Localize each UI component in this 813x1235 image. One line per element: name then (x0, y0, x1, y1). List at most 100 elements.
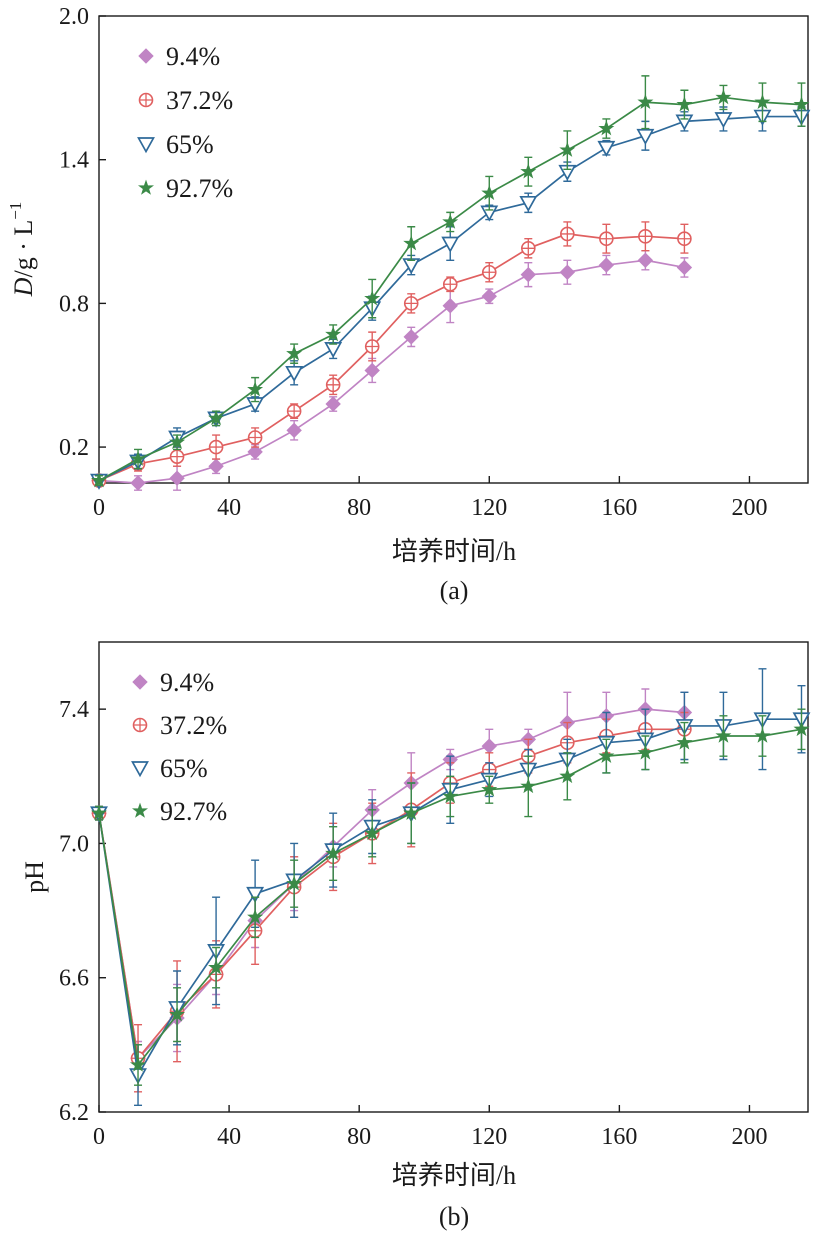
legend-item: 65% (137, 130, 214, 159)
x-tick-label: 160 (601, 495, 637, 521)
legend-item: 9.4% (132, 668, 214, 697)
series-line (98, 728, 685, 1061)
data-point (637, 744, 654, 760)
marker-cross (599, 232, 613, 246)
data-point (442, 298, 458, 314)
x-tick-label: 120 (471, 495, 507, 521)
series-star (91, 708, 810, 1086)
data-point (364, 290, 381, 306)
y-tick-label: 6.2 (59, 1100, 89, 1126)
legend-marker (132, 717, 148, 733)
data-point (325, 396, 341, 412)
legend-label: 9.4% (166, 42, 220, 71)
data-point (169, 433, 186, 450)
legend-item: 9.4% (138, 42, 220, 71)
legend-label: 65% (166, 130, 214, 159)
axis-ticks: 0 40 80 120 160 200 6.2 6.6 7.0 7.4 (59, 697, 767, 1150)
marker-cross (638, 229, 652, 243)
legend-marker (132, 674, 148, 690)
data-point (169, 449, 185, 464)
legend-item: 37.2% (132, 711, 227, 740)
data-point (598, 747, 615, 763)
data-point (598, 120, 615, 136)
marker-cross (287, 404, 301, 418)
x-tick-label: 120 (471, 1124, 507, 1150)
y-tick-label: 6.6 (59, 966, 89, 992)
data-point (364, 362, 380, 379)
y-axis-label: D/g · L−1 (6, 202, 38, 298)
data-point (247, 381, 264, 397)
marker-cross (677, 232, 691, 246)
data-point (676, 96, 693, 112)
data-point (637, 252, 654, 268)
data-point (754, 93, 771, 110)
y-axis-label-symbol: D (9, 277, 38, 297)
series-line (98, 259, 685, 484)
data-point (130, 1056, 147, 1072)
data-point (324, 342, 343, 359)
data-point (91, 472, 107, 488)
legend-label: 37.2% (160, 711, 227, 740)
x-axis-label: 培养时间/h (392, 1161, 516, 1190)
plot-frame (98, 641, 809, 1113)
data-point (481, 781, 498, 797)
marker-cross (560, 227, 574, 241)
panel-caption: (b) (439, 1202, 469, 1231)
marker-cross (521, 241, 535, 255)
data-point (208, 458, 224, 474)
data-point (169, 1006, 186, 1022)
series-circle-plus (91, 221, 692, 488)
x-tick-label: 40 (217, 1124, 241, 1150)
data-point (481, 264, 497, 280)
x-tick-label: 80 (347, 1124, 371, 1150)
legend-marker (137, 137, 155, 154)
series-diamond (91, 688, 693, 1076)
x-tick-label: 200 (731, 1124, 767, 1150)
legend-item: 92.7% (138, 174, 233, 203)
data-point (559, 767, 576, 784)
legend-marker (138, 92, 154, 108)
legend-label: 9.4% (160, 668, 214, 697)
data-point (715, 727, 732, 743)
data-point (714, 112, 733, 129)
x-tick-label: 40 (217, 495, 241, 521)
marker-cross (326, 378, 340, 392)
series-layer (90, 75, 811, 491)
data-point (481, 184, 498, 201)
marker-cross (443, 277, 457, 291)
legend-label: 65% (160, 754, 208, 783)
series-diamond (91, 249, 693, 491)
data-point (130, 475, 146, 491)
y-tick-label: 7.4 (59, 697, 89, 723)
data-point (403, 804, 420, 821)
data-point (208, 439, 224, 455)
marker-cross (139, 93, 153, 107)
legend-marker (132, 802, 148, 818)
data-point (247, 430, 263, 445)
axis-ticks: 0 40 80 120 160 200 0.2 0.8 1.4 2.0 (59, 4, 767, 521)
data-point (130, 450, 147, 466)
y-tick-label: 0.8 (59, 291, 89, 317)
series-line (98, 708, 685, 1061)
y-tick-label: 0.2 (59, 435, 89, 461)
x-tick-label: 0 (93, 1124, 105, 1150)
data-point (247, 444, 263, 460)
marker-cross (133, 718, 147, 732)
data-point (325, 845, 342, 861)
data-point (637, 93, 654, 110)
legend-marker (138, 48, 154, 64)
marker-cross (170, 450, 184, 464)
data-point (599, 231, 614, 247)
marker-cross (482, 265, 496, 279)
y-axis-label: pH (20, 861, 49, 893)
data-point (325, 377, 341, 393)
data-point (677, 231, 692, 247)
legend: 9.4% 37.2% 65% 92.7% (137, 42, 233, 203)
y-tick-label: 1.4 (59, 148, 89, 174)
legend-label: 37.2% (166, 86, 233, 115)
y-tick-label: 7.0 (59, 831, 89, 857)
marker-cross (248, 430, 262, 444)
data-point (521, 241, 536, 256)
data-point (442, 276, 458, 292)
